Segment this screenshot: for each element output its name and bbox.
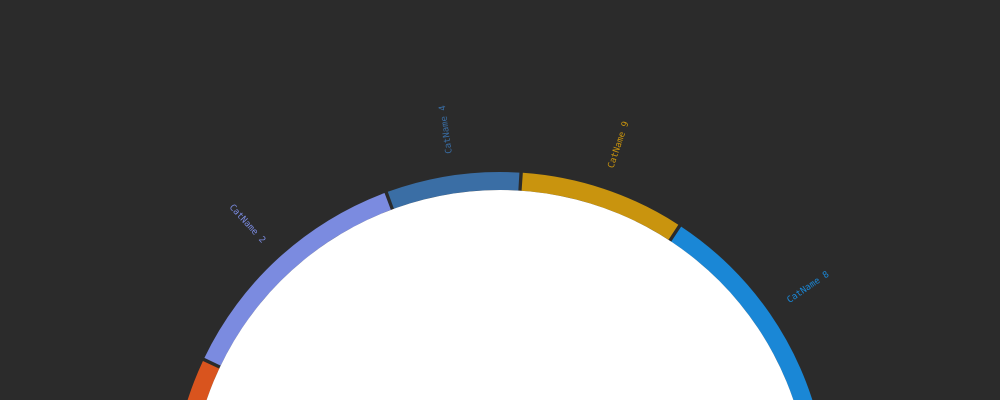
- donut-slice[interactable]: [671, 226, 820, 400]
- ring-layer: [172, 172, 820, 400]
- donut-slice[interactable]: [521, 172, 679, 240]
- donut-slice[interactable]: [172, 360, 231, 400]
- donut-slice[interactable]: [204, 192, 391, 366]
- inner-disc: [206, 190, 794, 400]
- donut-slice[interactable]: [387, 172, 520, 209]
